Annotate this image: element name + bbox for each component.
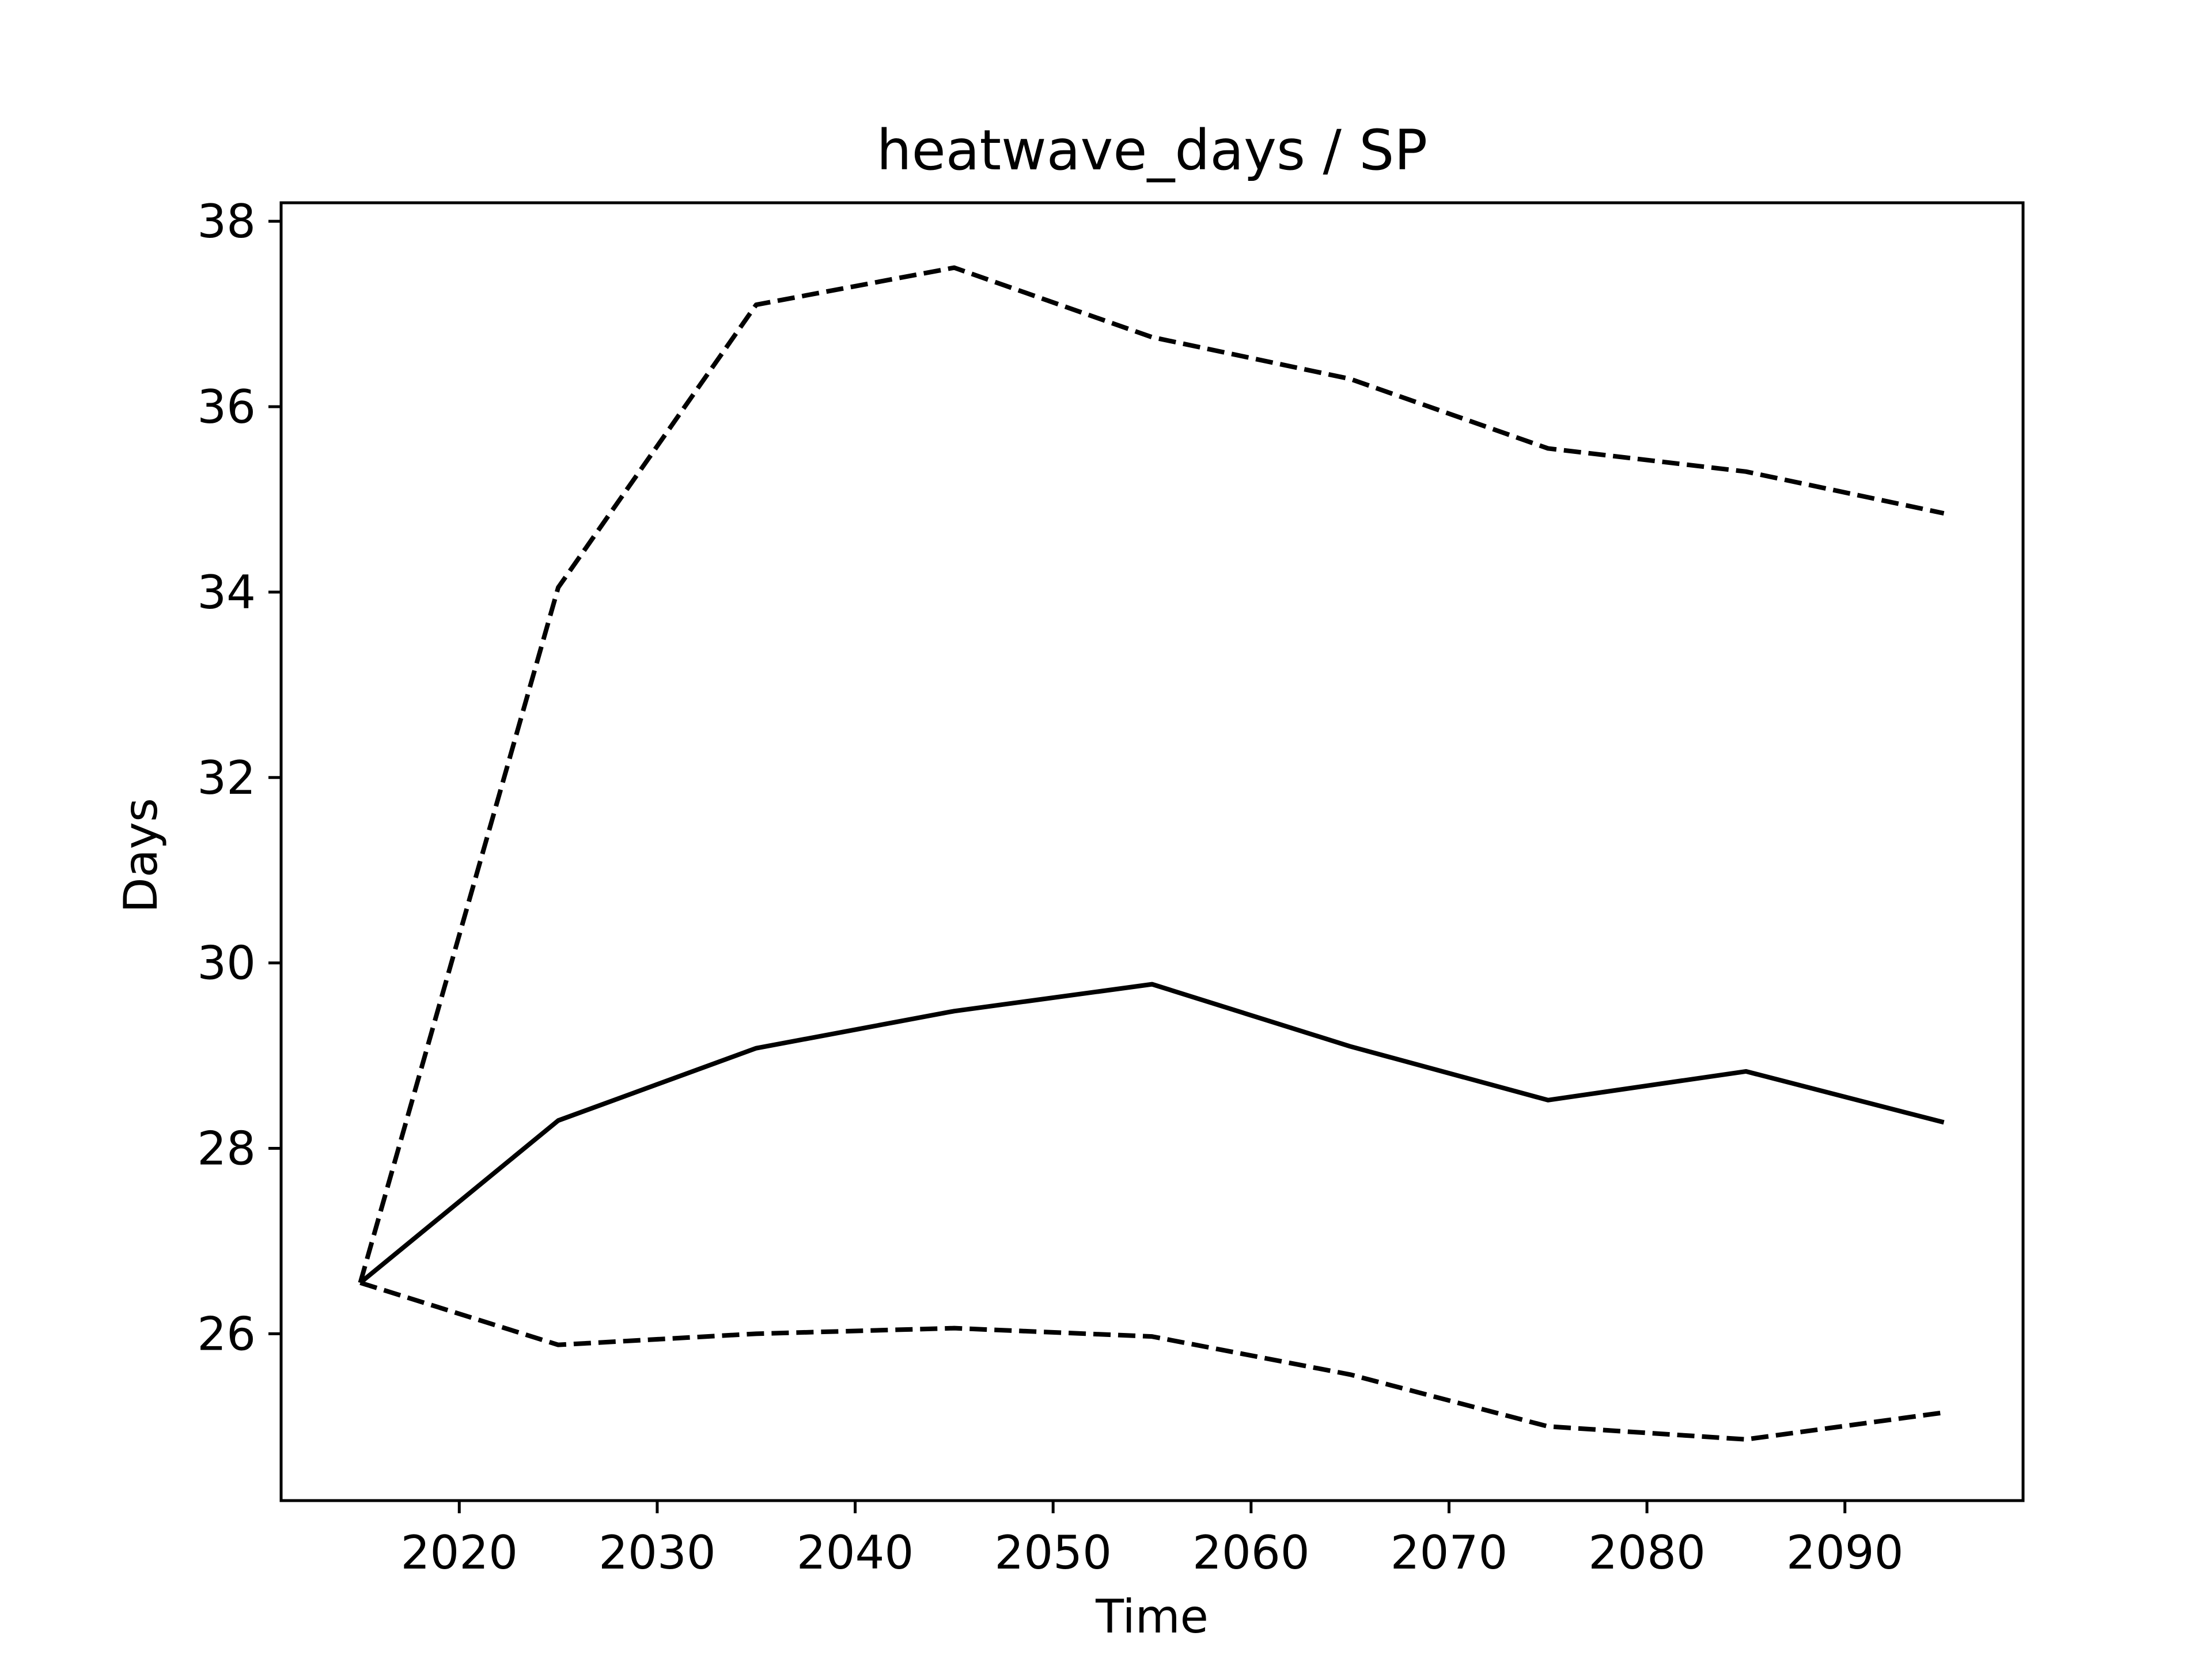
x-tick-label: 2030: [599, 1526, 716, 1580]
chart-title: heatwave_days / SP: [877, 118, 1427, 183]
y-tick-label: 34: [197, 566, 256, 619]
y-axis-label: Days: [114, 798, 168, 913]
x-tick-label: 2080: [1588, 1526, 1706, 1580]
x-axis: 2020 2030 2040 2050 2060 2070 2080 2090: [400, 1501, 1904, 1580]
dashed-series-line-2: [359, 1281, 1945, 1442]
y-tick-label: 30: [197, 937, 256, 990]
x-tick-label: 2070: [1391, 1526, 1508, 1580]
y-tick-label: 32: [197, 751, 256, 805]
x-tick-label: 2040: [797, 1526, 914, 1580]
x-tick-label: 2020: [400, 1526, 518, 1580]
solid-series-line-1: [358, 982, 1945, 1285]
plot-frame: [279, 201, 2025, 1502]
y-tick-label: 36: [197, 380, 256, 434]
x-tick-label: 2060: [1192, 1526, 1310, 1580]
y-tick-label: 26: [197, 1307, 256, 1361]
y-tick-label: 28: [197, 1122, 256, 1175]
plot-area: [358, 265, 1945, 1442]
x-axis-label: Time: [1095, 1590, 1209, 1643]
x-tick-label: 2050: [994, 1526, 1112, 1580]
y-tick-label: 38: [197, 195, 256, 248]
y-axis: 26 28 30 32 34 36 38: [197, 195, 281, 1361]
x-tick-label: 2090: [1786, 1526, 1904, 1580]
